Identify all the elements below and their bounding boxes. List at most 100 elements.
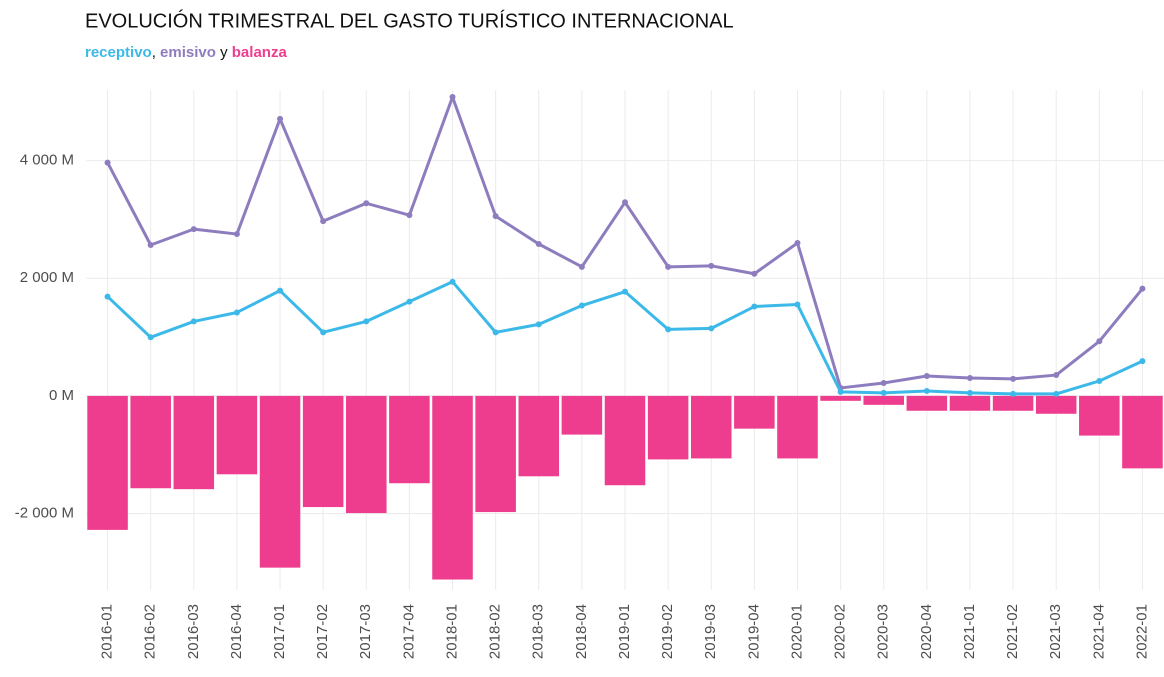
bar <box>992 395 1034 411</box>
x-tick-label: 2019-01 <box>616 604 633 659</box>
bar <box>949 395 991 411</box>
x-tick-label: 2019-04 <box>745 604 762 659</box>
point <box>535 241 542 247</box>
bar <box>906 395 948 411</box>
bar <box>1079 395 1120 436</box>
x-tick-label: 2016-02 <box>142 604 159 659</box>
point <box>147 242 154 248</box>
y-tick-label: 0 M <box>49 387 74 404</box>
x-tick-label: 2021-03 <box>1047 604 1064 659</box>
point <box>406 212 413 219</box>
x-tick-label: 2018-01 <box>443 604 460 659</box>
point <box>794 301 801 308</box>
subtitle-text: , <box>152 44 160 61</box>
bar <box>346 395 387 514</box>
point <box>622 288 628 295</box>
x-tick-label: 2020-02 <box>832 604 849 659</box>
bar <box>777 395 818 459</box>
point <box>665 326 672 333</box>
bar <box>389 395 430 484</box>
point <box>277 115 284 122</box>
point <box>233 309 240 316</box>
point <box>320 329 327 336</box>
bar <box>130 395 171 489</box>
x-tick-label: 2018-04 <box>573 604 590 659</box>
x-tick-label: 2017-01 <box>271 604 288 659</box>
point <box>1096 338 1103 345</box>
legend-entry: receptivo <box>85 44 152 61</box>
point <box>406 298 413 305</box>
point <box>880 389 887 396</box>
x-tick-label: 2021-04 <box>1090 604 1107 659</box>
x-tick-label: 2017-03 <box>357 604 374 659</box>
point <box>966 389 973 396</box>
subtitle-text: y <box>216 44 232 61</box>
point <box>363 318 370 325</box>
point <box>923 373 930 379</box>
bar <box>1122 395 1163 469</box>
x-tick-label: 2016-03 <box>185 604 202 659</box>
x-tick-label: 2016-01 <box>99 604 116 659</box>
x-tick-label: 2019-02 <box>659 604 676 659</box>
point <box>1139 358 1146 365</box>
point <box>1053 372 1060 379</box>
bar <box>604 395 646 486</box>
bar <box>690 395 732 459</box>
y-tick-label: 2 000 M <box>20 269 74 286</box>
bar <box>1035 395 1077 414</box>
point <box>622 199 628 206</box>
bar <box>302 395 344 508</box>
bar <box>173 395 215 490</box>
x-tick-label: 2016-04 <box>228 604 245 659</box>
point <box>837 388 844 395</box>
point <box>1096 378 1103 384</box>
point <box>449 278 456 285</box>
bar <box>561 395 603 435</box>
bar <box>216 395 258 475</box>
legend-entry: balanza <box>232 44 288 61</box>
x-tick-label: 2020-03 <box>875 604 892 659</box>
point <box>104 293 111 300</box>
point <box>233 231 240 238</box>
point <box>449 94 456 101</box>
bar <box>734 395 775 429</box>
point <box>492 213 499 220</box>
point <box>190 226 197 233</box>
y-tick-label: -2 000 M <box>15 504 74 521</box>
point <box>794 240 801 246</box>
point <box>1139 285 1146 292</box>
point <box>923 387 930 394</box>
point <box>578 302 585 309</box>
bar <box>87 395 128 530</box>
x-tick-label: 2019-03 <box>702 604 719 659</box>
y-tick-label: 4 000 M <box>20 152 74 169</box>
x-tick-label: 2020-01 <box>788 604 805 659</box>
point <box>578 263 585 270</box>
point <box>708 325 715 332</box>
bar <box>518 395 560 477</box>
x-tick-label: 2021-02 <box>1004 604 1021 659</box>
point <box>1053 390 1060 397</box>
x-tick-label: 2021-01 <box>961 604 978 659</box>
point <box>277 287 284 294</box>
point <box>880 380 887 386</box>
point <box>535 321 542 328</box>
x-tick-label: 2020-04 <box>918 604 935 659</box>
point <box>751 270 758 277</box>
point <box>751 303 758 310</box>
point <box>966 375 973 381</box>
point <box>1010 375 1017 382</box>
point <box>1010 390 1017 397</box>
bar <box>259 395 301 568</box>
bar <box>863 395 904 405</box>
chart-subtitle: receptivo, emisivo y balanza <box>85 44 287 61</box>
point <box>665 263 672 270</box>
bar <box>820 395 861 401</box>
x-tick-label: 2018-02 <box>487 604 504 659</box>
bar <box>432 395 473 580</box>
point <box>190 318 197 325</box>
x-tick-label: 2022-01 <box>1133 604 1150 659</box>
x-tick-label: 2018-03 <box>530 604 547 659</box>
point <box>147 334 154 341</box>
